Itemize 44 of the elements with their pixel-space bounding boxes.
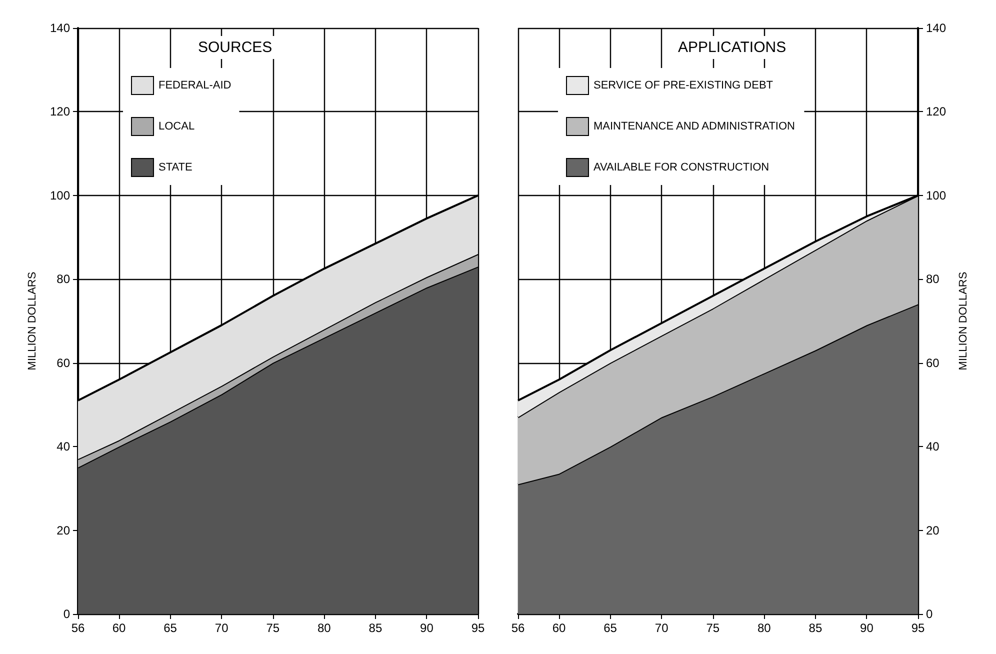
x-tick-label: 75	[266, 621, 280, 635]
legend-label: FEDERAL-AID	[158, 80, 232, 92]
y-tick-label: 120	[50, 104, 70, 119]
x-tick-label: 90	[420, 621, 434, 635]
x-tick-label: 60	[112, 621, 126, 635]
y-tick-label: 60	[56, 356, 70, 370]
y-tick-label: 80	[56, 272, 70, 286]
y2-tick-label: 20	[926, 523, 940, 538]
y2-tick-label: 80	[926, 272, 940, 286]
x-tick-label: 65	[164, 621, 178, 635]
y2-tick-label: 120	[926, 104, 946, 119]
y2-tick-label: 40	[926, 440, 940, 454]
x-tick-label: 75	[706, 621, 720, 635]
legend-label: AVAILABLE FOR CONSTRUCTION	[594, 162, 770, 174]
y-tick-label: 20	[56, 523, 70, 538]
x-tick-label: 80	[757, 621, 772, 635]
x-tick-label: 60	[552, 621, 566, 635]
x-tick-label: 56	[71, 621, 85, 635]
x-tick-label: 80	[317, 621, 332, 635]
y2-tick-label: 140	[926, 21, 946, 35]
x-tick-label: 70	[214, 621, 229, 635]
x-tick-label: 70	[654, 621, 669, 635]
y-tick-label: 0	[63, 607, 70, 621]
legend-label: STATE	[158, 162, 192, 174]
x-tick-label: 95	[911, 621, 925, 635]
x-tick-label: 90	[860, 621, 874, 635]
x-tick-label: 65	[604, 621, 618, 635]
y-tick-label: 40	[56, 440, 70, 454]
y2-tick-label: 0	[926, 607, 933, 621]
y2-axis-title: MILLION DOLLARS	[958, 272, 970, 370]
legend-label: MAINTENANCE AND ADMINISTRATION	[594, 120, 796, 132]
legend-title: SOURCES	[198, 39, 272, 56]
y2-tick-label: 100	[926, 188, 946, 202]
x-tick-label: 85	[368, 621, 382, 635]
x-tick-label: 56	[511, 621, 525, 635]
y-tick-label: 100	[50, 188, 70, 202]
y2-tick-label: 60	[926, 356, 940, 370]
y-tick-label: 140	[50, 21, 70, 35]
legend-label: SERVICE OF PRE-EXISTING DEBT	[594, 80, 774, 92]
x-tick-label: 95	[471, 621, 485, 635]
y-axis-title: MILLION DOLLARS	[26, 272, 38, 370]
legend-label: LOCAL	[158, 120, 195, 132]
legend-title: APPLICATIONS	[678, 39, 786, 56]
x-tick-label: 85	[808, 621, 822, 635]
